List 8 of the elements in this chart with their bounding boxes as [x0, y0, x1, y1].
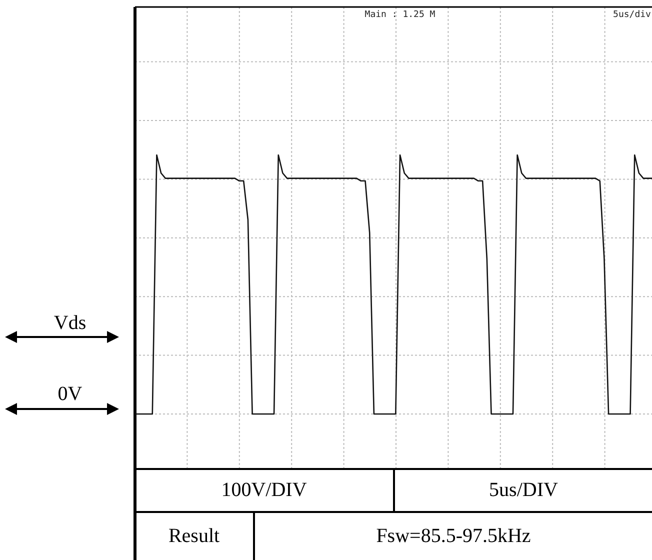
text: Result — [168, 524, 220, 548]
text: 5us/DIV — [489, 478, 558, 502]
text: 0V — [56, 383, 84, 406]
text: 5us/div — [613, 10, 651, 20]
text: 100V/DIV — [221, 478, 307, 502]
text: Vds — [52, 312, 88, 335]
text: Fsw=85.5-97.5kHz — [376, 524, 531, 548]
text: Main : 1.25 M — [364, 10, 436, 20]
